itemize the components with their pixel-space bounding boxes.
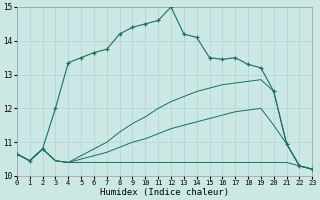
X-axis label: Humidex (Indice chaleur): Humidex (Indice chaleur)	[100, 188, 229, 197]
